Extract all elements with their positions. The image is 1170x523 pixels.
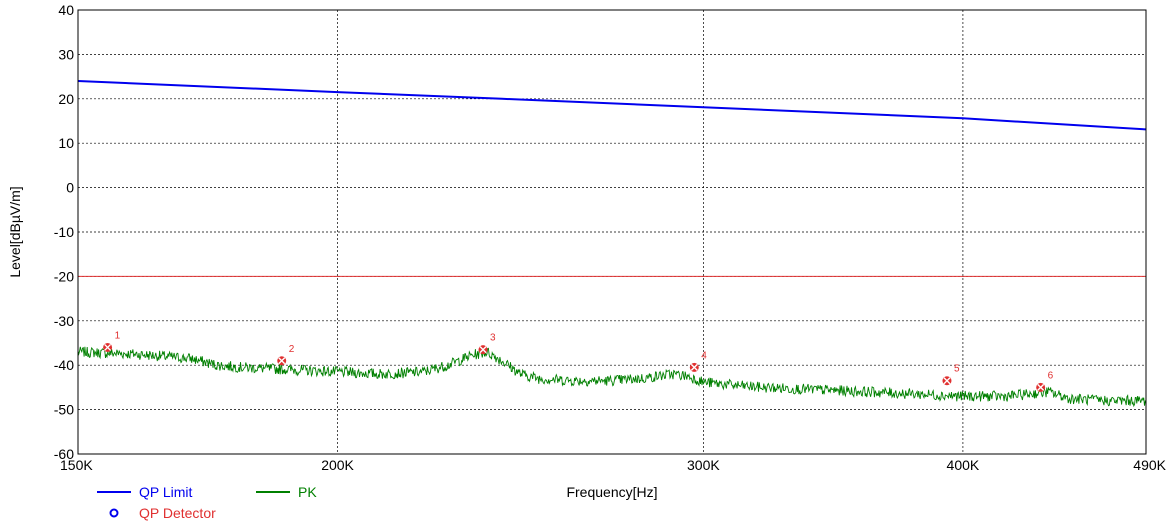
y-tick-label: -50 <box>54 402 74 418</box>
y-tick-label: -10 <box>54 224 74 240</box>
marker-cross <box>104 343 112 351</box>
y-tick-label: 10 <box>58 135 74 151</box>
marker-1: 1 <box>103 330 121 352</box>
marker-cross <box>1037 383 1045 391</box>
y-tick-label: -20 <box>54 268 74 284</box>
legend-label: QP Limit <box>139 484 193 500</box>
y-tick-label: 20 <box>58 91 74 107</box>
y-tick-labels: 40 30 20 10 0 -10 -20 -30 -40 -50 -60 <box>54 2 74 462</box>
plot-frame <box>77 9 1147 455</box>
marker-3: 3 <box>478 333 496 355</box>
marker-6: 6 <box>1036 370 1054 392</box>
legend: QP Limit PK QP Detector <box>97 484 317 521</box>
series-group <box>77 80 1147 408</box>
y-tick-label: 30 <box>58 46 74 62</box>
grid <box>78 10 1146 454</box>
marker-4: 4 <box>689 350 707 372</box>
x-tick-label: 400K <box>947 457 980 473</box>
y-tick-label: 0 <box>66 180 74 196</box>
marker-label: 3 <box>490 333 496 344</box>
marker-label: 6 <box>1048 370 1054 381</box>
x-tick-label: 150K <box>60 457 93 473</box>
x-tick-label: 200K <box>321 457 354 473</box>
marker-label: 2 <box>289 344 295 355</box>
legend-label: PK <box>298 484 317 500</box>
series-line-qp-limit <box>77 80 1147 131</box>
y-tick-label: -30 <box>54 313 74 329</box>
marker-label: 4 <box>701 350 707 361</box>
legend-swatch <box>109 508 119 518</box>
marker-cross <box>278 357 286 365</box>
y-tick-label: -40 <box>54 357 74 373</box>
marker-2: 2 <box>277 344 295 366</box>
marker-cross <box>690 363 698 371</box>
y-axis-label: Level[dBµV/m] <box>7 186 23 277</box>
marker-cross <box>479 346 487 354</box>
y-tick-label: -60 <box>54 446 74 462</box>
x-axis-label: Frequency[Hz] <box>566 484 657 500</box>
marker-group: 1 2 3 4 5 6 <box>103 330 1054 392</box>
x-tick-label: 490K <box>1133 457 1166 473</box>
y-tick-label: 40 <box>58 2 74 18</box>
marker-label: 5 <box>954 364 960 375</box>
legend-item-qp-limit: QP Limit <box>97 484 193 500</box>
x-tick-labels: 150K 200K 300K 400K 490K <box>60 457 1167 473</box>
legend-item-qp-detector: QP Detector <box>109 505 216 521</box>
marker-cross <box>943 377 951 385</box>
series-line-pk <box>77 346 1147 408</box>
legend-label: QP Detector <box>139 505 216 521</box>
legend-item-pk: PK <box>256 484 317 500</box>
x-tick-label: 300K <box>687 457 720 473</box>
marker-5: 5 <box>942 364 960 386</box>
marker-label: 1 <box>115 330 121 341</box>
